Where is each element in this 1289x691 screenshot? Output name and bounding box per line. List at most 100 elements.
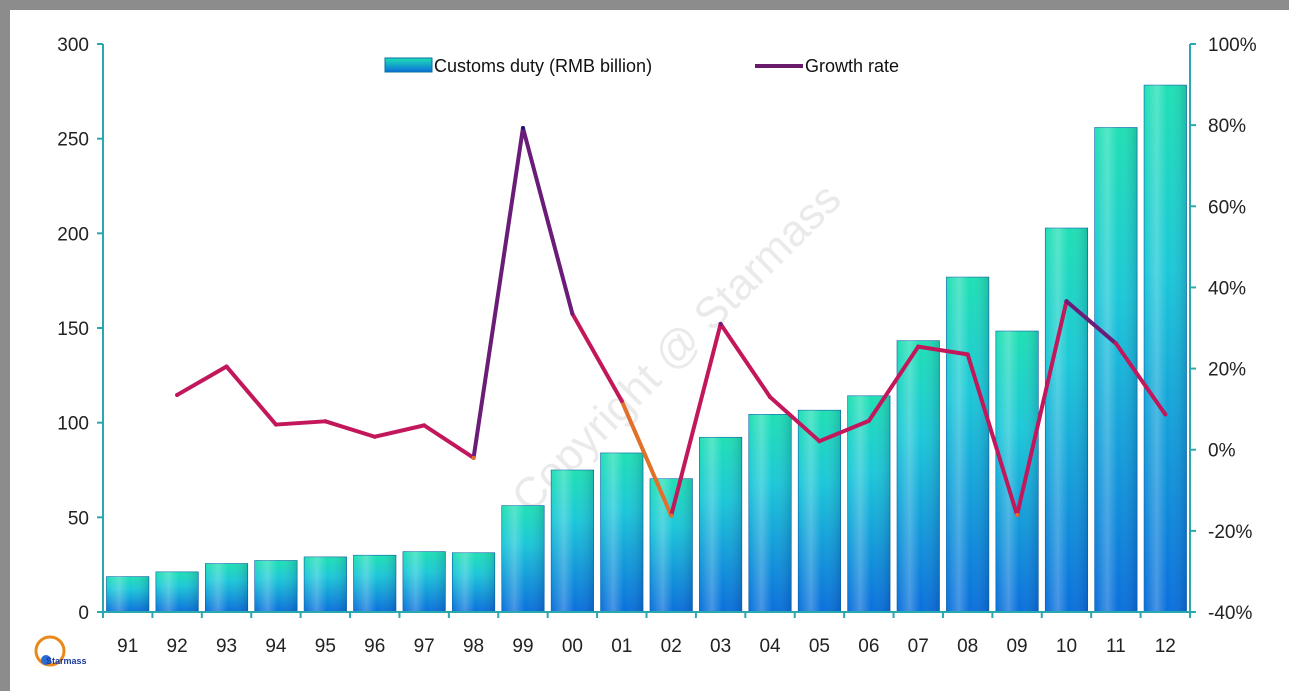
y-right-tick-label: 60% [1208,197,1246,218]
y-right-tick-label: 80% [1208,116,1246,137]
bar-shine-05 [798,410,841,612]
y-right-tick-label: 20% [1208,360,1246,381]
growth-segment-06-07 [866,344,921,423]
growth-point-11 [1113,341,1118,346]
bar-shine-04 [748,414,792,612]
x-tick-label: 10 [1056,636,1077,657]
y-left-tick-label: 150 [57,319,89,340]
growth-segment-93-94 [224,364,278,427]
growth-point-09 [1015,513,1020,518]
growth-segment-01-02 [619,399,674,518]
growth-segment-00-01 [570,311,624,404]
growth-segment-07-08 [916,344,970,357]
x-tick-label: 91 [117,636,138,657]
starmass-logo: Starmass [34,635,87,667]
growth-point-03 [718,321,723,326]
x-tick-label: 04 [759,636,781,657]
x-tick-label: 94 [265,636,287,657]
logo-dot-icon [41,655,51,665]
x-tick-label: 09 [1006,636,1027,657]
growth-point-12 [1163,412,1168,417]
growth-segment-04-05 [768,394,822,444]
x-tick-label: 98 [463,636,484,657]
x-tick-label: 11 [1106,636,1126,657]
growth-segment-05-06 [817,418,871,444]
x-tick-label: 08 [957,636,978,657]
growth-segment-92-93 [175,364,229,397]
x-tick-label: 93 [216,636,237,657]
growth-segment-99-00 [520,125,575,316]
bar-shine-94 [254,560,298,612]
bar-shine-92 [155,571,199,612]
growth-segment-08-09 [965,352,1020,518]
growth-point-10 [1064,299,1069,304]
x-tick-label: 07 [908,636,929,657]
bar-shine-98 [452,552,495,612]
growth-point-06 [866,418,871,423]
growth-point-07 [916,344,921,349]
bar-shine-10 [1045,228,1088,613]
y-right-tick-label: -20% [1208,522,1252,543]
legend: Customs duty (RMB billion) Growth rate [384,56,899,76]
x-tick-label: 99 [512,636,533,657]
bar-shine-08 [946,277,989,612]
growth-segment-11-12 [1113,341,1168,417]
growth-segment-98-99 [471,125,525,460]
growth-point-97 [422,423,427,428]
x-tick-label: 06 [858,636,879,657]
bar-shine-06 [847,395,891,612]
growth-point-01 [619,399,624,404]
bar-shine-07 [897,340,940,612]
axes [97,43,1196,618]
legend-label-customs-duty: Customs duty (RMB billion) [434,56,652,76]
growth-segment-97-98 [422,423,476,460]
chart-canvas: Copyright @ Starmass 0 50 100 150 200 250 300-… [10,10,1289,691]
bar-shine-02 [649,478,693,612]
growth-point-98 [471,455,476,460]
x-tick-label: 05 [809,636,830,657]
growth-segment-95-96 [323,419,377,439]
bar-shine-97 [402,551,446,612]
x-tick-label: 01 [611,636,632,657]
y-right-tick-label: 100% [1208,35,1257,56]
y-right-tick-label: 40% [1208,278,1246,299]
y-left-tick-label: 100 [57,414,89,435]
growth-point-96 [372,434,377,439]
growth-point-02 [669,513,674,518]
growth-point-08 [965,352,970,357]
bar-shine-00 [551,470,594,612]
growth-segment-96-97 [372,423,427,439]
growth-point-94 [273,422,278,427]
growth-point-05 [817,439,822,444]
y-right-tick-label: -40% [1208,603,1252,624]
x-tick-label: 00 [562,636,583,657]
bar-shine-01 [600,452,644,612]
y-left-tick-label: 50 [68,508,89,529]
growth-point-04 [768,394,773,399]
x-tick-label: 95 [315,636,336,657]
x-tick-label: 02 [661,636,682,657]
bar-shine-95 [304,556,347,612]
y-left-tick-label: 300 [57,35,89,56]
bar-shine-99 [501,505,545,612]
logo-orbit-icon [34,635,66,667]
y-left-tick-label: 200 [57,224,89,245]
y-left-tick-label: 250 [57,130,89,151]
bar-shine-03 [699,437,742,612]
x-tick-label: 12 [1155,636,1176,657]
bar-shine-12 [1144,85,1187,613]
bar-series [106,84,1187,613]
growth-segment-09-10 [1015,299,1069,518]
growth-segment-94-95 [273,419,328,427]
growth-segment-03-04 [718,321,773,399]
bar-shine-11 [1094,127,1138,612]
customs-duty-chart: Copyright @ Starmass 050100150200250300-… [34,35,1257,667]
bar-shine-91 [106,576,149,612]
tick-labels: 050100150200250300-40%-20%0%20%40%60%80%… [57,35,1256,657]
growth-segment-02-03 [669,321,723,518]
growth-point-93 [224,364,229,369]
growth-segment-10-11 [1064,299,1118,346]
growth-point-92 [175,392,180,397]
y-left-tick-label: 0 [78,603,89,624]
